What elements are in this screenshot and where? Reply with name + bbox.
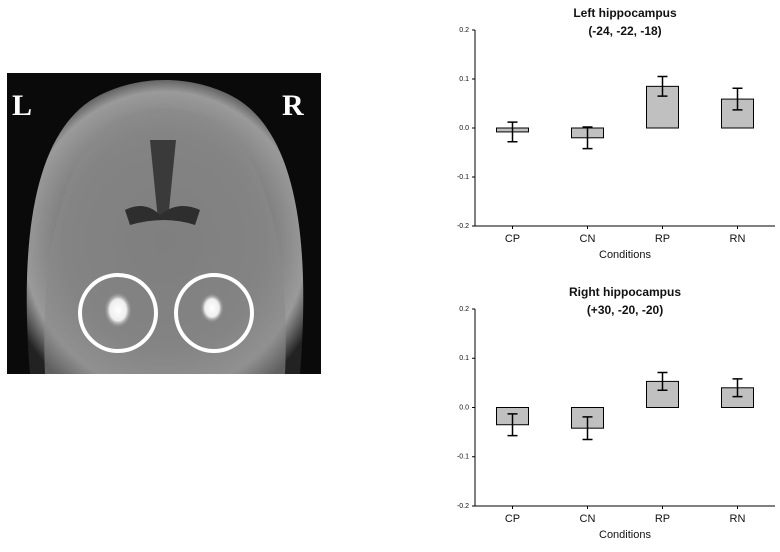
chart-subtitle: (+30, -20, -20) [587,303,663,317]
brain-image: L R [7,73,321,374]
chart-title: Left hippocampus [573,6,677,20]
activation-spot [200,293,224,323]
x-axis-label: Conditions [599,529,651,541]
y-tick-label: -0.1 [457,454,469,461]
chart-title: Right hippocampus [569,285,681,299]
y-tick-label: 0.2 [459,306,469,313]
x-tick-label: CN [580,513,596,525]
x-tick-label: CP [505,233,520,245]
x-tick-label: RP [655,513,670,525]
right-label: R [282,89,304,122]
x-tick-label: RN [730,513,746,525]
chart-subtitle: (-24, -22, -18) [588,24,661,38]
y-tick-label: -0.2 [457,503,469,510]
left-label: L [12,89,32,122]
x-axis-label: Conditions [599,249,651,261]
figure: L R Left hippocampus (-24, -22, -18) -0.2 -… [0,0,780,547]
x-tick-label: CP [505,513,520,525]
y-tick-label: 0.1 [459,355,469,362]
x-tick-label: RN [730,233,746,245]
activation-spot [104,292,132,328]
y-tick-label: 0.2 [459,27,469,34]
y-tick-label: 0.1 [459,76,469,83]
y-tick-label: 0.0 [459,404,469,411]
y-tick-label: -0.1 [457,174,469,181]
x-tick-label: CN [580,233,596,245]
x-tick-label: RP [655,233,670,245]
y-tick-label: 0.0 [459,125,469,132]
y-tick-label: -0.2 [457,223,469,230]
